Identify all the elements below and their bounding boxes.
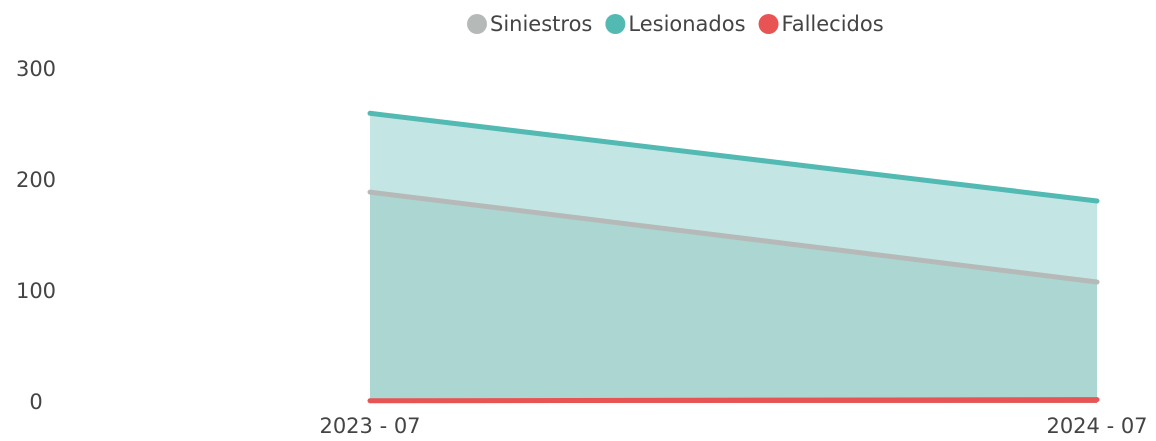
line — [367, 110, 1100, 204]
line — [367, 397, 1100, 404]
legend-swatch — [467, 14, 487, 34]
legend-swatch — [758, 14, 779, 34]
x-tick-label: 2023 - 07 — [319, 414, 420, 437]
legend-label: Lesionados — [628, 12, 745, 36]
y-tick-label: 300 — [16, 57, 56, 81]
legend-label: Siniestros — [490, 12, 592, 36]
y-tick-label: 200 — [16, 168, 56, 192]
y-tick-label: 100 — [16, 279, 56, 303]
line — [367, 189, 1100, 285]
legend-label: Fallecidos — [782, 12, 884, 36]
legend-swatch — [605, 14, 626, 34]
x-tick-label: 2024 - 07 — [1046, 414, 1147, 437]
area — [370, 192, 1097, 403]
y-tick-label: 0 — [29, 390, 42, 414]
